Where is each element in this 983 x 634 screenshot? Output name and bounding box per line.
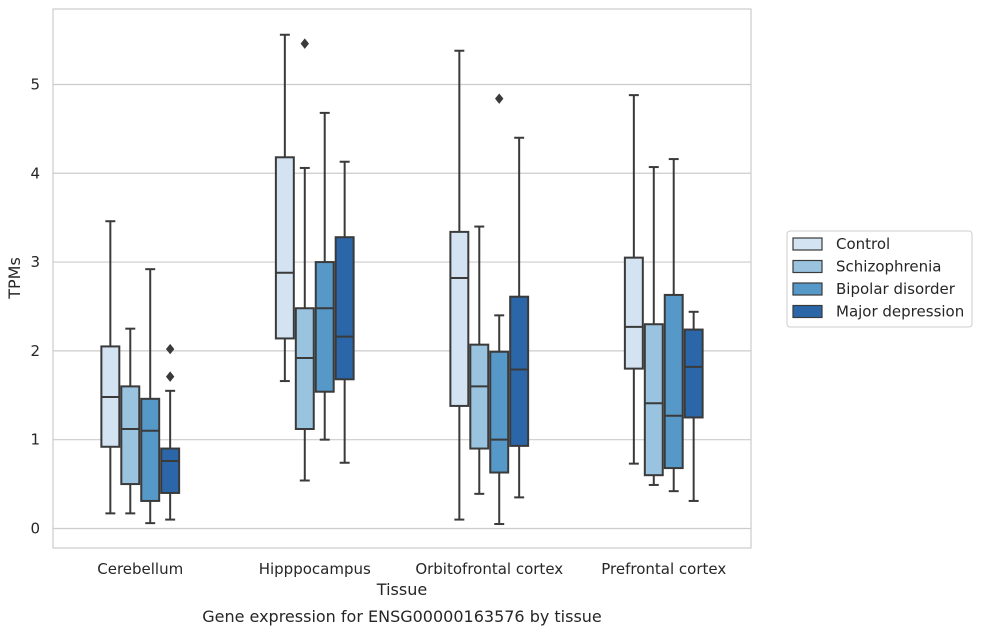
legend-label: Control (836, 235, 890, 253)
legend-label: Major depression (836, 303, 964, 321)
box (274, 156, 295, 340)
x-axis-title: Tissue (376, 580, 427, 599)
x-tick-label: Hipppocampus (259, 560, 371, 578)
legend-swatch (792, 237, 823, 251)
series-group (100, 33, 644, 521)
y-axis-ticks: 0 1 2 3 4 5 (30, 75, 40, 537)
y-tick-label: 0 (30, 519, 40, 537)
box (469, 343, 490, 450)
box (489, 350, 510, 474)
series-group (120, 38, 664, 515)
legend: Control Schizophrenia Bipolar disorder Majo… (786, 230, 973, 328)
box (140, 397, 161, 502)
y-tick-label: 4 (30, 164, 40, 182)
y-tick-label: 2 (30, 342, 40, 360)
outlier-point (165, 343, 175, 355)
x-tick-label: Prefrontal cortex (601, 560, 726, 578)
x-axis-ticks: Cerebellum Hipppocampus Orbitofrontal cort… (97, 560, 726, 578)
box-groups (100, 33, 704, 526)
legend-swatch (792, 259, 823, 274)
legend-frame (786, 230, 973, 328)
box (663, 293, 684, 470)
box (449, 230, 470, 407)
legend-label: Schizophrenia (836, 258, 941, 276)
x-tick-label: Cerebellum (97, 560, 183, 578)
y-axis-title: TPMs (5, 257, 24, 300)
box (334, 236, 355, 381)
box (314, 261, 335, 393)
legend-swatch (792, 304, 823, 319)
outlier-point (495, 93, 504, 104)
y-tick-label: 5 (30, 75, 40, 93)
box (294, 307, 315, 431)
box (643, 323, 664, 477)
outlier-point (300, 38, 309, 49)
box (683, 328, 704, 419)
series-group (160, 136, 704, 521)
plot-frame (52, 8, 752, 549)
y-tick-label: 3 (30, 253, 40, 271)
box (160, 447, 181, 494)
legend-label: Bipolar disorder (836, 280, 956, 298)
box (509, 295, 530, 447)
outlier-point (165, 371, 175, 382)
y-tick-label: 1 (30, 431, 40, 449)
box (623, 256, 644, 370)
box (120, 385, 141, 486)
chart-caption: Gene expression for ENSG00000163576 by t… (202, 607, 602, 626)
series-group (140, 93, 684, 526)
x-tick-label: Orbitofrontal cortex (415, 560, 563, 578)
legend-swatch (792, 282, 823, 296)
